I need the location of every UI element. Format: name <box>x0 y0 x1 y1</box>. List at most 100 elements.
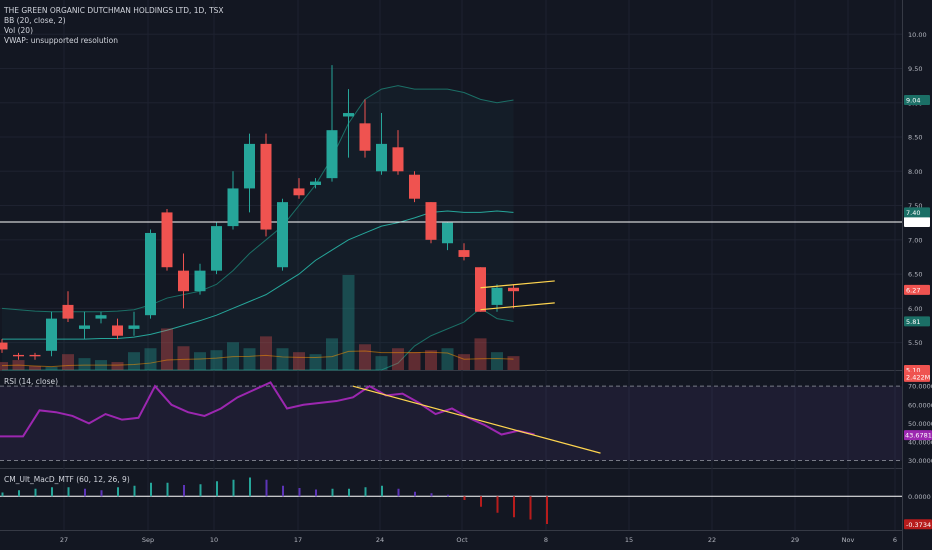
x-tick-label: Sep <box>142 536 154 544</box>
volume-bar <box>111 362 124 370</box>
y-tick-label: 7.50 <box>908 202 922 210</box>
candle-body <box>392 147 404 172</box>
candle-body <box>409 174 420 199</box>
price-legend: THE GREEN ORGANIC DUTCHMAN HOLDINGS LTD,… <box>4 6 224 46</box>
vwap-legend: VWAP: unsupported resolution <box>4 36 118 45</box>
x-tick-label: Nov <box>842 536 855 544</box>
price-tag-label: 2.422M <box>906 373 930 381</box>
candle-body <box>260 143 272 230</box>
candle-body <box>458 250 470 257</box>
candle-body <box>310 181 321 185</box>
volume-bar <box>342 275 355 370</box>
x-tick-label: Oct <box>456 536 468 544</box>
price-tag <box>904 284 930 295</box>
candle-body <box>112 325 123 336</box>
volume-bar <box>78 358 91 370</box>
rsi-tick-label: 70.0000 <box>908 383 932 391</box>
price-tag-label: 7.26 <box>906 219 920 227</box>
rsi-tick-label: 30.0000 <box>908 457 932 465</box>
volume-ma-line <box>1 350 514 368</box>
price-tag <box>904 217 930 227</box>
x-tick-label: 6 <box>893 536 897 544</box>
candle-body <box>326 130 338 179</box>
x-tick-label: 27 <box>60 536 68 544</box>
price-tag-label: 6.27 <box>906 286 920 294</box>
candle-body <box>442 222 453 244</box>
bb-upper-line <box>1 85 514 313</box>
volume-bar <box>210 350 223 370</box>
price-tag <box>904 371 930 382</box>
y-tick-label: 9.50 <box>908 65 922 73</box>
volume-bar <box>276 348 289 370</box>
candle-body <box>293 188 305 196</box>
volume-bar <box>507 356 520 370</box>
volume-bar <box>309 354 322 370</box>
y-tick-label: 6.50 <box>908 271 922 279</box>
rsi-legend: RSI (14, close) <box>4 377 59 386</box>
price-tag <box>904 95 930 106</box>
x-tick-label: 10 <box>210 536 218 544</box>
rsi-current-label: 43.6781 <box>905 432 932 440</box>
x-tick-label: 22 <box>708 536 716 544</box>
candle-body <box>29 354 41 357</box>
price-tag <box>904 207 930 218</box>
volume-bar <box>441 348 454 370</box>
x-tick-label: 8 <box>544 536 548 544</box>
y-tick-label: 5.50 <box>908 339 922 347</box>
volume-bar <box>408 352 421 370</box>
rsi-tick-label: 60.0000 <box>908 401 932 409</box>
volume-bar <box>243 348 256 370</box>
candle-body <box>211 226 222 271</box>
channel-upper-line <box>480 280 555 289</box>
rsi-trendline <box>352 385 601 454</box>
candle-body <box>145 232 156 316</box>
candle-body <box>244 143 255 189</box>
candle-body <box>343 113 354 117</box>
volume-bar <box>128 352 140 370</box>
x-tick-label: 17 <box>294 536 302 544</box>
rsi-band-fill <box>0 386 902 461</box>
bb-lower-line <box>2 307 514 371</box>
candle-body <box>128 325 140 329</box>
candle-body <box>13 354 24 357</box>
volume-bar <box>29 366 41 370</box>
y-tick-label: 7.00 <box>908 236 922 244</box>
volume-bar <box>458 354 470 370</box>
volume-bar <box>293 352 305 370</box>
volume-bar <box>45 366 58 370</box>
bb-legend: BB (20, close, 2) <box>4 16 66 25</box>
volume-bar <box>260 336 272 370</box>
candle-body <box>178 270 189 292</box>
candle-body <box>475 267 486 312</box>
candle-body <box>46 318 57 351</box>
candle-body <box>491 287 503 305</box>
volume-bar <box>177 346 190 370</box>
volume-bar <box>326 338 338 370</box>
volume-bar <box>491 352 503 370</box>
candle-body <box>79 325 90 329</box>
candle-body <box>62 304 74 319</box>
macd-tag <box>904 519 932 530</box>
volume-bar <box>144 348 157 370</box>
volume-bar <box>161 328 173 370</box>
price-tag-label: 5.10 <box>906 367 920 375</box>
y-tick-label: 10.00 <box>908 31 927 39</box>
macd-current-label: -0.3734 <box>906 521 931 529</box>
x-tick-label: 29 <box>791 536 799 544</box>
channel-lower-line <box>480 302 555 311</box>
x-tick-label: 15 <box>625 536 633 544</box>
candle-body <box>227 188 239 227</box>
macd-tick-label: 0.0000 <box>908 493 931 501</box>
rsi-tick-label: 50.0000 <box>908 420 932 428</box>
rsi-tick-label: 40.0000 <box>908 438 932 446</box>
y-tick-label: 8.50 <box>908 134 922 142</box>
price-tag-label: 9.04 <box>906 97 920 105</box>
volume-bar <box>375 356 388 370</box>
candle-body <box>508 287 519 292</box>
candle-body <box>277 202 288 268</box>
price-tag <box>904 316 930 327</box>
candle-body <box>95 315 107 319</box>
candle-body <box>376 143 387 172</box>
macd-legend: CM_Ult_MacD_MTF (60, 12, 26, 9) <box>4 475 130 484</box>
